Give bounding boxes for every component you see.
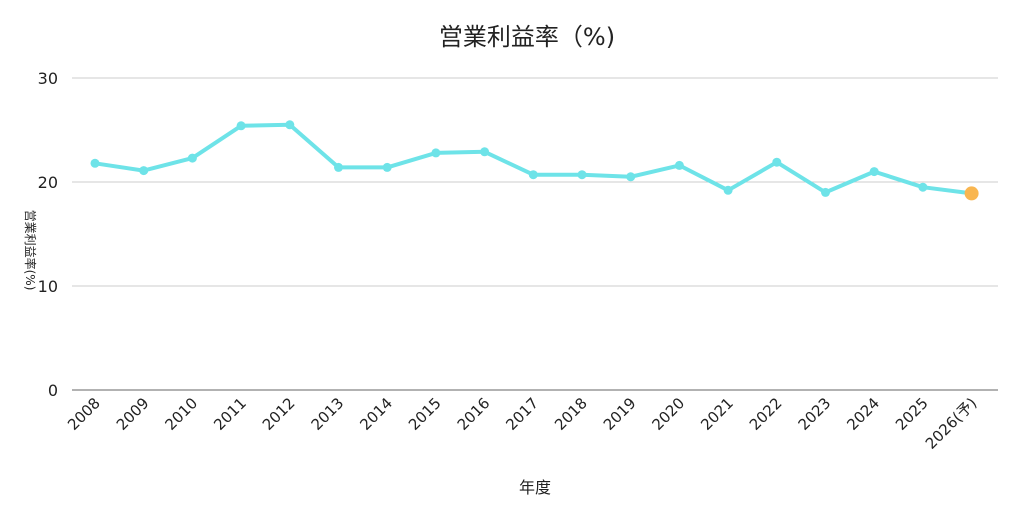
- y-tick-label: 20: [38, 173, 58, 192]
- data-point: [139, 166, 149, 176]
- x-tick-label: 2019: [600, 394, 640, 434]
- data-point: [626, 172, 636, 182]
- x-tick-label: 2012: [259, 394, 299, 434]
- data-point: [431, 148, 441, 158]
- y-tick-label: 10: [38, 277, 58, 296]
- chart-title: 営業利益率（%): [439, 23, 615, 51]
- forecast-data-point: [964, 186, 979, 201]
- x-tick-label: 2018: [551, 394, 591, 434]
- data-point: [382, 162, 392, 172]
- x-tick-label: 2014: [356, 394, 396, 434]
- grid-layer: [72, 77, 998, 391]
- y-tick-label: 0: [48, 381, 58, 400]
- data-point: [577, 170, 587, 180]
- x-tick-label: 2021: [697, 394, 737, 434]
- x-tick-label: 2016: [454, 394, 494, 434]
- y-tick-label: 30: [38, 69, 58, 88]
- data-point: [187, 153, 197, 163]
- data-points: [90, 120, 979, 201]
- x-tick-label: 2023: [795, 394, 835, 434]
- data-point: [821, 187, 830, 197]
- data-point: [674, 160, 684, 170]
- series-line: [93, 122, 974, 196]
- x-tick-label: 2009: [113, 394, 153, 434]
- data-point: [918, 182, 928, 192]
- x-tick-label: 2013: [308, 394, 348, 434]
- data-point: [723, 185, 733, 195]
- y-tick-labels: 0 10 20 30: [38, 69, 58, 400]
- x-tick-labels: 2008 2009 2010 2011 2012 2013 2014 2015 2016 2017…: [64, 394, 980, 453]
- data-point: [334, 162, 343, 172]
- data-point: [285, 120, 295, 130]
- x-tick-label: 2020: [648, 394, 688, 434]
- data-point: [772, 157, 782, 167]
- x-tick-label: 2010: [161, 394, 201, 434]
- data-point: [480, 147, 490, 157]
- data-point: [236, 121, 246, 131]
- x-tick-label: 2008: [64, 394, 104, 434]
- data-point: [528, 170, 538, 180]
- data-point: [869, 167, 879, 177]
- x-axis-label: 年度: [519, 478, 551, 497]
- x-tick-label: 2026(予): [922, 394, 981, 453]
- x-tick-label: 2015: [405, 394, 445, 434]
- x-tick-label: 2017: [502, 394, 542, 434]
- data-point: [90, 158, 100, 168]
- x-tick-label: 2011: [210, 394, 250, 434]
- x-tick-label: 2024: [843, 394, 883, 434]
- x-tick-label: 2025: [892, 394, 932, 434]
- x-tick-label: 2022: [746, 394, 786, 434]
- y-axis-label: 営業利益率(%): [23, 210, 38, 291]
